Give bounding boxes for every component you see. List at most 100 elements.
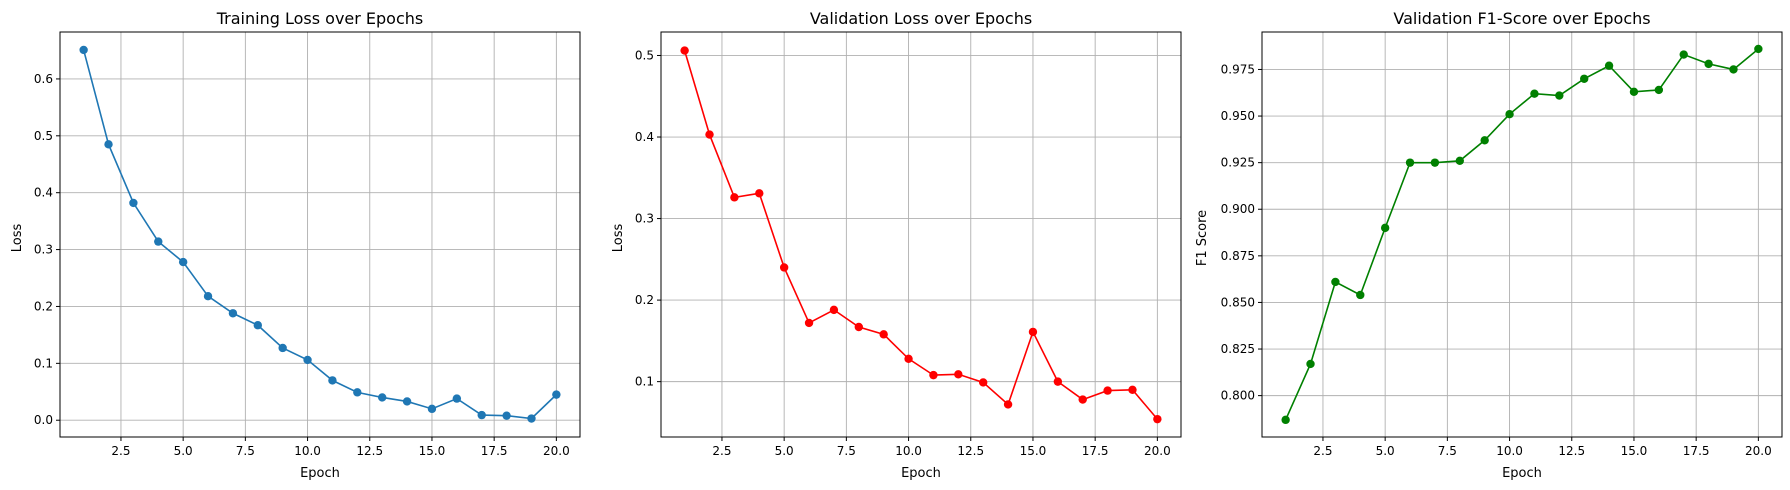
data-point (954, 370, 963, 379)
data-point (278, 343, 287, 353)
data-point (1103, 386, 1112, 395)
data-point (755, 189, 764, 198)
data-point (1455, 156, 1464, 165)
data-point (303, 355, 312, 365)
data-point (104, 140, 113, 149)
x-tick-label: 10.0 (1496, 444, 1523, 458)
data-point (829, 305, 839, 315)
data-point (1405, 158, 1415, 167)
data-point (804, 318, 814, 328)
data-point (378, 393, 387, 402)
data-point (1555, 91, 1564, 100)
data-point (203, 292, 213, 301)
data-point (1530, 89, 1539, 98)
grid (1262, 32, 1782, 437)
data-point (402, 397, 412, 406)
data-point (1704, 59, 1713, 69)
data-point (730, 193, 739, 202)
data-point (1053, 377, 1063, 386)
x-tick-label: 20.0 (543, 444, 570, 458)
x-tick-label: 5.0 (174, 444, 193, 458)
y-tick-label: 0.800 (1221, 389, 1255, 403)
data-point (527, 414, 536, 423)
y-tick-label: 0.2 (635, 293, 654, 307)
x-tick-label: 7.5 (236, 444, 255, 458)
plot-frame (59, 31, 581, 438)
x-tick-label: 15.0 (419, 444, 446, 458)
data-point (1580, 74, 1589, 83)
data-point (1654, 85, 1664, 95)
data-point (1356, 290, 1365, 300)
data-point (879, 330, 888, 339)
y-axis-label: F1 Score (1195, 210, 1210, 266)
y-tick-label: 0.4 (34, 186, 53, 200)
y-tick-label: 0.1 (34, 356, 53, 370)
data-point (178, 257, 188, 267)
x-tick-label: 10.0 (294, 444, 321, 458)
series-line (683, 50, 1158, 420)
data-point (154, 237, 163, 246)
x-tick-label: 5.0 (775, 444, 794, 458)
data-point (328, 376, 337, 385)
data-point (904, 354, 913, 364)
chart-title: Training Loss over Epochs (216, 9, 424, 28)
y-tick-label: 0.975 (1221, 62, 1255, 76)
y-tick-label: 0.3 (34, 243, 53, 257)
grid (60, 32, 580, 437)
series-line (1284, 48, 1759, 421)
x-tick-label: 12.5 (1558, 444, 1585, 458)
grid (661, 32, 1181, 437)
data-point (552, 390, 561, 399)
data-point (1729, 65, 1738, 74)
y-axis-label: Loss (611, 224, 626, 253)
x-tick-label: 15.0 (1621, 444, 1648, 458)
x-tick-label: 20.0 (1144, 444, 1171, 458)
series-line (82, 49, 557, 420)
x-tick-label: 15.0 (1020, 444, 1047, 458)
y-tick-label: 0.3 (635, 212, 654, 226)
x-tick-label: 12.5 (957, 444, 984, 458)
x-tick-label: 17.5 (1683, 444, 1710, 458)
chart-title: Validation F1-Score over Epochs (1393, 9, 1650, 28)
y-tick-label: 0.2 (34, 299, 53, 313)
plot-frame (1261, 31, 1783, 438)
validation-f1-panel: Validation F1-Score over Epochs Epoch F1… (1195, 9, 1783, 481)
x-tick-label: 10.0 (895, 444, 922, 458)
data-point (1679, 50, 1688, 59)
data-point (1331, 277, 1340, 287)
data-point (1003, 400, 1013, 409)
data-point (452, 394, 462, 403)
data-point (1505, 109, 1514, 119)
data-point (705, 130, 714, 139)
y-tick-label: 0.850 (1221, 295, 1255, 309)
data-point (854, 322, 863, 332)
data-point (427, 404, 437, 414)
data-point (680, 46, 689, 55)
y-tick-label: 0.5 (34, 129, 53, 143)
data-point (1430, 158, 1440, 167)
y-tick-label: 0.4 (635, 130, 654, 144)
chart-title: Validation Loss over Epochs (810, 9, 1032, 28)
x-tick-label: 5.0 (1376, 444, 1395, 458)
x-axis-label: Epoch (300, 466, 340, 481)
data-point (1380, 223, 1390, 233)
data-point (1281, 415, 1290, 425)
data-point (502, 411, 511, 420)
x-axis-label: Epoch (901, 466, 941, 481)
data-point (1306, 359, 1315, 369)
y-tick-label: 0.0 (34, 413, 53, 427)
y-tick-label: 0.900 (1221, 202, 1255, 216)
y-axis-label: Loss (10, 224, 25, 253)
data-point (929, 370, 938, 380)
data-point (228, 309, 238, 318)
data-point (979, 378, 988, 387)
x-axis-label: Epoch (1502, 466, 1542, 481)
x-tick-label: 7.5 (837, 444, 856, 458)
data-point (1604, 61, 1614, 70)
data-point (79, 45, 88, 55)
x-tick-label: 2.5 (1313, 444, 1332, 458)
x-tick-label: 17.5 (481, 444, 508, 458)
y-tick-label: 0.875 (1221, 249, 1255, 263)
x-tick-label: 12.5 (356, 444, 383, 458)
